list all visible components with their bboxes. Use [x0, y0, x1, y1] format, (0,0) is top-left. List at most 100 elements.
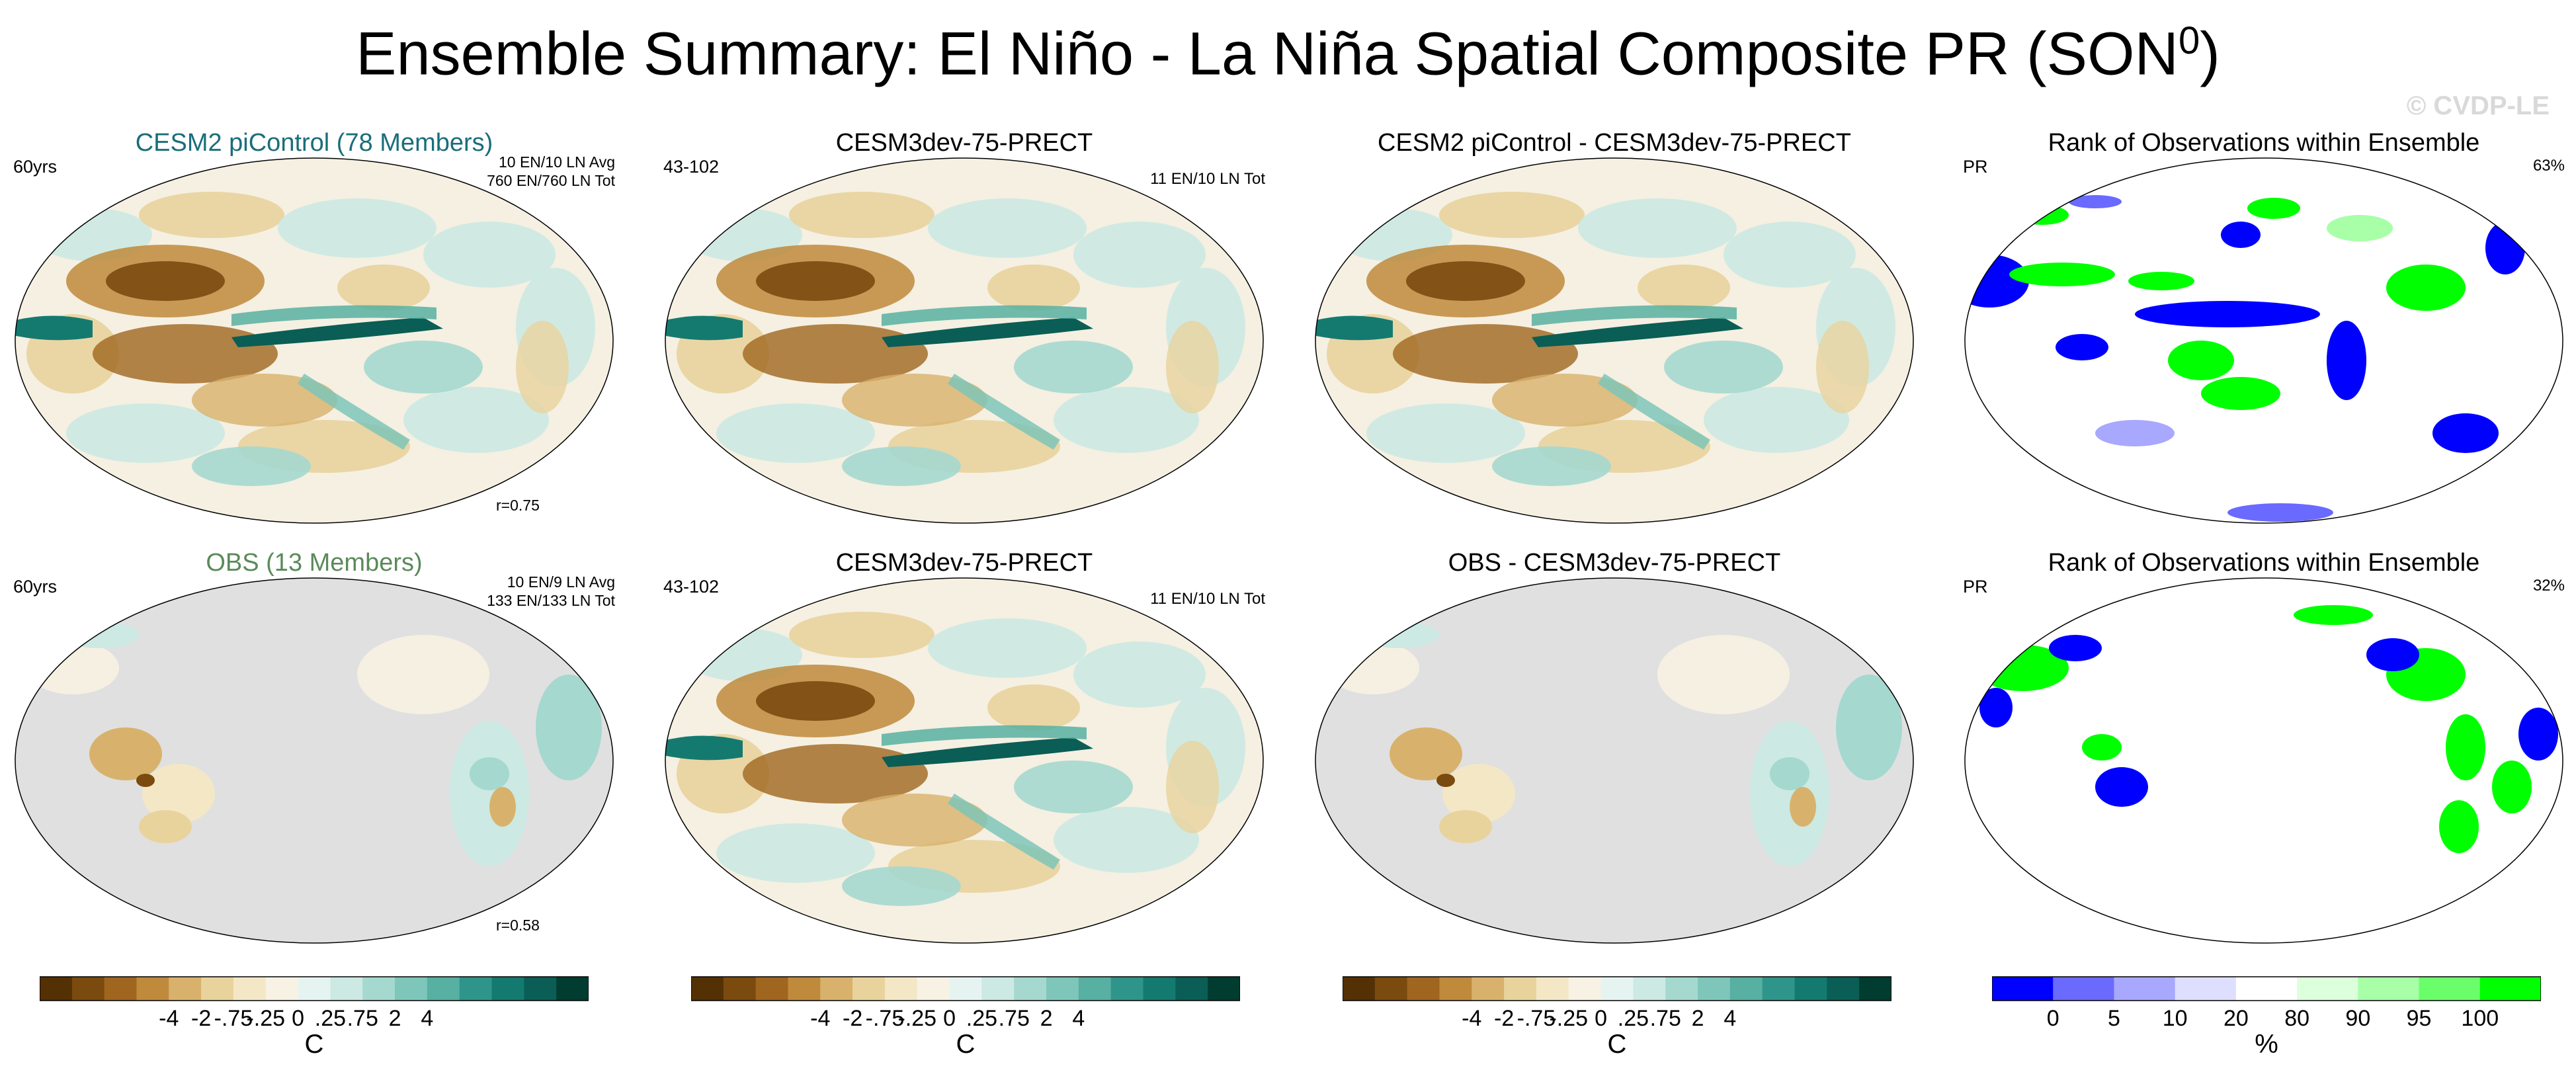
anomaly-patch [1054, 807, 1199, 873]
dry-anomaly [516, 321, 569, 413]
map-div-full [665, 577, 1264, 944]
colorbar-swatch [1568, 977, 1602, 1001]
map-outline [15, 157, 614, 524]
rank-patch [2056, 334, 2108, 360]
colorbar-tick-label: -2 [843, 1006, 862, 1031]
anomaly-patch [423, 222, 556, 288]
colorbar-swatch [1794, 977, 1827, 1001]
dry-anomaly [842, 794, 987, 846]
map-div-land [15, 577, 614, 944]
panel-en-ln-tot: 11 EN/10 LN Tot [1150, 590, 1265, 608]
dry-anomaly [1166, 741, 1219, 833]
rank-patch [2518, 708, 2558, 761]
land-anomaly [1770, 757, 1809, 790]
colorbar-swatch [1014, 977, 1047, 1001]
panel-rank-percent: 32% [2532, 577, 2565, 595]
map-outline [1964, 157, 2563, 524]
rank-patch [2221, 222, 2261, 248]
colorbar-swatch [136, 977, 169, 1001]
land-anomaly [357, 635, 489, 714]
colorbar-swatch [2053, 977, 2114, 1001]
map-field [1315, 158, 1913, 523]
land-anomaly [139, 810, 192, 843]
watermark: © CVDP-LE [2406, 91, 2550, 120]
wet-tongue [231, 317, 443, 347]
colorbar-tick-label: -.25 [1549, 1006, 1588, 1031]
colorbar-swatch [1698, 977, 1731, 1001]
colorbar-swatch [1175, 977, 1208, 1001]
wet-band [882, 305, 1087, 326]
colorbar-tick-label: 4 [1724, 1006, 1736, 1031]
colorbar-swatch [1600, 977, 1634, 1001]
map-rank-land [1964, 577, 2563, 944]
panel-cesm2-picontrol: CESM2 piControl (78 Members) 60yrs 10 EN… [13, 129, 615, 526]
colorbar-swatch [852, 977, 886, 1001]
colorbar-tick-label: .75 [999, 1006, 1030, 1031]
anomaly-patch [278, 198, 436, 258]
colorbar-swatch [1633, 977, 1666, 1001]
wet-band [231, 305, 436, 326]
colorbar-tick-label: 95 [2407, 1006, 2432, 1031]
wet-anomaly [665, 315, 743, 341]
rank-patch [2201, 377, 2280, 410]
rank-patch [2049, 635, 2102, 661]
rank-patch [2227, 503, 2333, 522]
colorbar-swatch [298, 977, 331, 1001]
colorbar-tick-label: 0 [1595, 1006, 1607, 1031]
wet-tongue [1532, 317, 1743, 347]
colorbar-tick-label: 2 [1692, 1006, 1704, 1031]
colorbar-swatch [1143, 977, 1176, 1001]
colorbar-swatch [755, 977, 788, 1001]
pattern-correlation: r=0.75 [496, 497, 540, 514]
colorbar-swatch [1992, 977, 2054, 1001]
colorbar-swatch [1665, 977, 1698, 1001]
dry-anomaly-core [106, 261, 225, 301]
colorbar-swatch [1859, 977, 1891, 1001]
land-anomaly [1750, 721, 1829, 866]
colorbar-tick-label: -2 [191, 1006, 211, 1031]
colorbar-swatch [2419, 977, 2481, 1001]
dry-anomaly-core [756, 261, 875, 301]
land-anomaly [536, 675, 602, 780]
colorbar-swatch [1343, 977, 1376, 1001]
dry-anomaly-core [756, 681, 875, 721]
colorbar-swatch [820, 977, 853, 1001]
colorbar-tick-label: -.75 [1517, 1006, 1556, 1031]
colorbar-tick-label: -4 [1462, 1006, 1481, 1031]
anomaly-patch [1073, 222, 1206, 288]
colorbar-swatch [788, 977, 821, 1001]
panel-cesm3dev-2: CESM3dev-75-PRECT 43-102 11 EN/10 LN Tot [663, 549, 1265, 946]
anomaly-patch [842, 446, 961, 486]
map-div-full [665, 157, 1264, 524]
dry-anomaly [1393, 324, 1578, 384]
anomaly-patch [842, 866, 961, 906]
panel-title: OBS - CESM3dev-75-PRECT [1448, 549, 1781, 577]
dry-anomaly [1492, 374, 1638, 427]
colorbar-swatch [330, 977, 363, 1001]
colorbar-swatch [2175, 977, 2237, 1001]
colorbar-swatch [1208, 977, 1240, 1001]
title-text: Ensemble Summary: El Niño - La Niña Spat… [356, 20, 2179, 88]
panel-difference: CESM2 piControl - CESM3dev-75-PRECT [1313, 129, 1915, 526]
colorbar-svg: 0 5 10 20 80 90 95 100 [1992, 976, 2541, 1031]
anomaly-patch [337, 265, 430, 311]
land-anomaly [450, 721, 529, 866]
colorbar-frame [1992, 976, 2541, 1001]
map-rank-full [1964, 157, 2563, 524]
panel-years-label: 60yrs [13, 577, 58, 597]
map-outline [15, 577, 614, 944]
map-field [15, 578, 613, 943]
colorbar-tick-label: -4 [810, 1006, 830, 1031]
wet-spcz [948, 374, 1060, 450]
panel-rank-2: Rank of Observations within Ensemble PR … [1963, 549, 2565, 946]
colorbar-swatch [2358, 977, 2420, 1001]
rank-patch [2095, 767, 2148, 807]
dry-anomaly-core [136, 774, 155, 787]
rank-patch [2327, 321, 2366, 400]
colorbar-tick-label: .75 [347, 1006, 378, 1031]
colorbar-swatch [691, 977, 724, 1001]
colorbar-4: 0 5 10 20 80 90 95 100 % [1992, 975, 2541, 1068]
wet-spcz [298, 374, 410, 450]
colorbar-swatch [233, 977, 267, 1001]
colorbar-tick-label: 2 [389, 1006, 401, 1031]
